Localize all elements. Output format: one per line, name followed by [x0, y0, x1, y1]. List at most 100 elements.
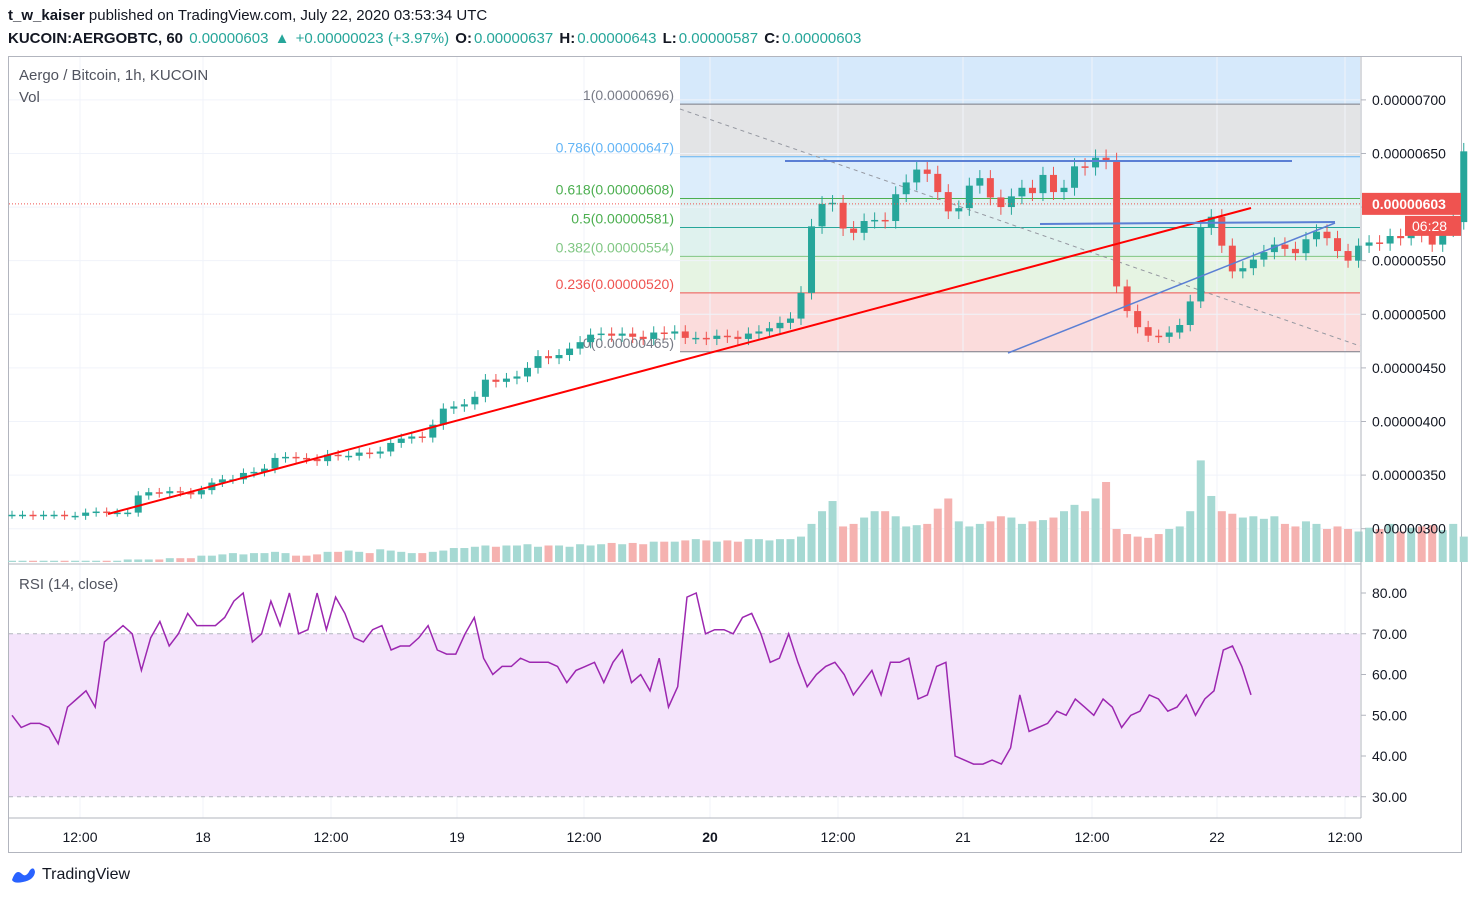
volume-bar-121 — [1280, 523, 1289, 562]
candle-body-20 — [218, 479, 226, 483]
volume-bar-28 — [302, 555, 311, 562]
low-label: L: — [662, 30, 677, 47]
close-value: 0.00000603 — [782, 30, 862, 47]
volume-bar-55 — [586, 545, 595, 562]
volume-bar-19 — [207, 555, 216, 562]
volume-bar-59 — [628, 542, 637, 562]
candle-body-131 — [1386, 236, 1394, 244]
high-value: 0.00000643 — [577, 30, 657, 47]
candle-body-82 — [871, 219, 879, 222]
volume-bar-20 — [218, 554, 227, 562]
volume-bar-32 — [344, 550, 353, 562]
volume-bar-111 — [1175, 526, 1184, 562]
volume-bar-102 — [1081, 511, 1090, 562]
candle-body-7 — [82, 512, 90, 516]
volume-bar-96 — [1017, 523, 1026, 562]
volume-bar-77 — [818, 511, 827, 562]
candle-body-42 — [450, 406, 458, 409]
candle-body-73 — [776, 322, 784, 329]
volume-bar-108 — [1144, 537, 1153, 562]
volume-bar-79 — [839, 526, 848, 562]
tradingview-logo[interactable]: TradingView — [10, 866, 130, 884]
candle-body-75 — [797, 292, 805, 319]
volume-bar-129 — [1365, 527, 1374, 562]
volume-bar-103 — [1091, 498, 1100, 562]
fib-label-5: 0.236(0.00000520) — [556, 276, 674, 292]
volume-bar-38 — [407, 553, 416, 562]
candle-body-78 — [829, 202, 837, 205]
candle-body-2 — [29, 514, 37, 517]
volume-bar-80 — [849, 523, 858, 562]
volume-bar-17 — [186, 558, 195, 562]
candle-body-129 — [1365, 242, 1373, 246]
volume-bar-109 — [1154, 534, 1163, 562]
volume-bar-4 — [50, 560, 59, 562]
candle-body-135 — [1428, 234, 1436, 245]
fib-label-4: 0.382(0.00000554) — [556, 239, 674, 255]
close-label: C: — [764, 30, 781, 47]
price-tick-4: 0.00000500 — [1372, 306, 1446, 322]
candle-body-24 — [260, 468, 268, 472]
candle-body-84 — [892, 194, 900, 222]
volume-bar-133 — [1407, 527, 1416, 562]
author-name[interactable]: t_w_kaiser — [8, 7, 85, 24]
candle-body-68 — [723, 335, 731, 338]
candle-body-11 — [124, 512, 132, 515]
volume-bar-3 — [39, 560, 48, 562]
countdown-bg — [1405, 215, 1461, 236]
volume-bar-7 — [81, 560, 90, 562]
volume-bar-46 — [491, 546, 500, 562]
candle-body-96 — [1018, 187, 1026, 197]
volume-bar-12 — [134, 559, 143, 562]
candle-body-64 — [681, 331, 689, 338]
time-tick-0: 12:00 — [62, 829, 97, 845]
volume-bar-125 — [1323, 528, 1331, 562]
candle-body-56 — [597, 333, 605, 336]
volume-bar-137 — [1449, 523, 1458, 562]
rsi-band — [9, 633, 1360, 797]
candle-body-43 — [460, 404, 468, 407]
candle-body-66 — [702, 337, 710, 340]
candle-body-124 — [1312, 231, 1320, 240]
candle-body-101 — [1071, 166, 1079, 188]
candle-body-33 — [355, 452, 363, 456]
candle-body-0 — [8, 514, 16, 517]
candle-body-102 — [1081, 166, 1089, 168]
candle-body-76 — [808, 226, 816, 293]
volume-bar-86 — [912, 525, 921, 562]
time-tick-4: 12:00 — [566, 829, 601, 845]
volume-bar-45 — [481, 545, 490, 562]
volume-bar-26 — [281, 553, 290, 562]
fib-label-1: 0.786(0.00000647) — [556, 140, 674, 156]
candle-body-107 — [1134, 311, 1142, 328]
volume-bar-119 — [1259, 518, 1268, 562]
time-tick-8: 12:00 — [1074, 829, 1109, 845]
symbol: KUCOIN:AERGOBTC, 60 — [8, 30, 184, 47]
candle-body-80 — [850, 228, 858, 233]
volume-bar-9 — [102, 560, 111, 562]
volume-bar-51 — [544, 545, 553, 562]
volume-bar-130 — [1375, 528, 1384, 562]
candle-body-95 — [1007, 196, 1015, 208]
publish-info: published on TradingView.com, July 22, 2… — [88, 7, 488, 24]
candle-body-32 — [345, 455, 353, 458]
low-value: 0.00000587 — [678, 30, 759, 47]
candle-body-5 — [61, 514, 69, 517]
volume-bar-47 — [502, 545, 511, 562]
volume-bar-83 — [881, 511, 890, 562]
volume-bar-70 — [744, 539, 753, 562]
candle-body-30 — [324, 454, 332, 462]
volume-bar-105 — [1112, 528, 1121, 562]
volume-bar-33 — [355, 551, 364, 562]
candle-body-39 — [418, 436, 426, 438]
up-arrow-icon: ▲ — [274, 30, 290, 47]
volume-bar-81 — [860, 517, 869, 562]
volume-bar-106 — [1123, 534, 1132, 562]
volume-bar-89 — [944, 498, 953, 562]
candle-body-61 — [650, 332, 658, 339]
volume-bar-75 — [797, 536, 805, 562]
volume-bar-24 — [260, 553, 269, 562]
candle-body-113 — [1197, 227, 1205, 302]
fib-trend-dashed — [679, 108, 1361, 347]
